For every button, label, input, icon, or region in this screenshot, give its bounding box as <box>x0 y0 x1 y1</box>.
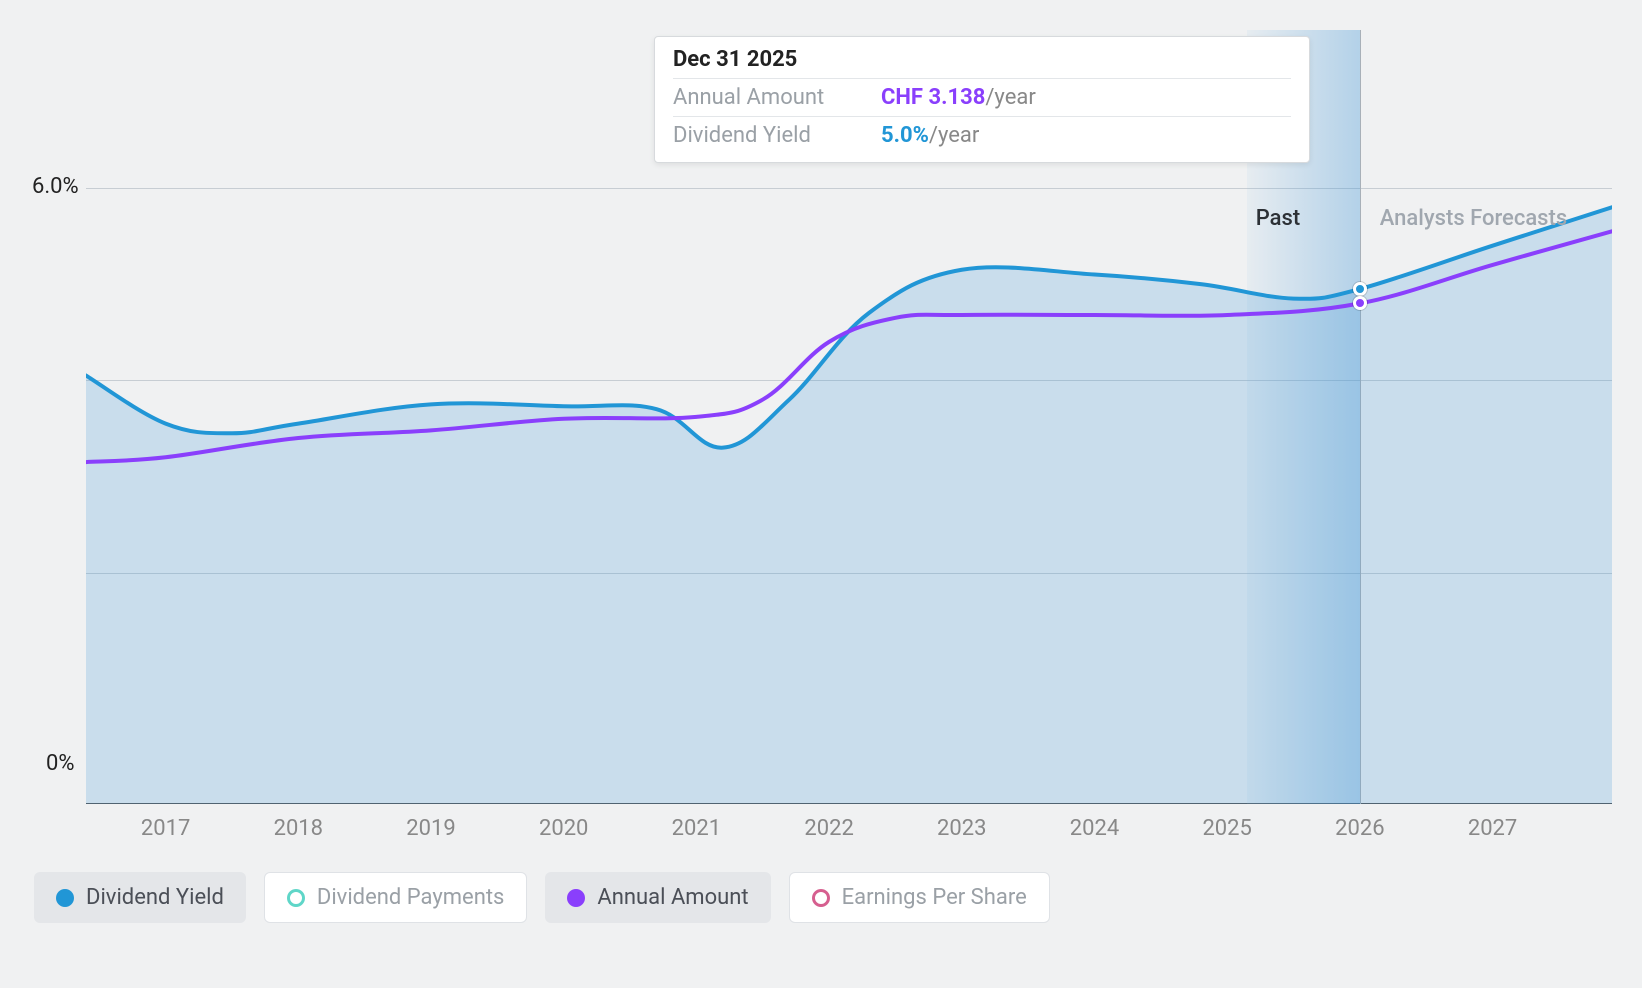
x-axis-label: 2021 <box>672 816 721 841</box>
tooltip-value: CHF 3.138/year <box>881 85 1036 110</box>
tooltip-value: 5.0%/year <box>881 123 979 148</box>
legend-label: Dividend Payments <box>317 885 505 910</box>
x-axis-label: 2019 <box>406 816 455 841</box>
legend-item-dividend-yield[interactable]: Dividend Yield <box>34 872 246 923</box>
x-axis-label: 2020 <box>539 816 588 841</box>
legend-label: Dividend Yield <box>86 885 224 910</box>
legend-item-annual-amount[interactable]: Annual Amount <box>545 872 770 923</box>
tooltip-row-dividend-yield: Dividend Yield 5.0%/year <box>673 117 1291 154</box>
x-axis-label: 2026 <box>1335 816 1384 841</box>
legend-item-earnings-per-share[interactable]: Earnings Per Share <box>789 872 1050 923</box>
y-axis-label-bottom: 0% <box>46 751 74 776</box>
region-label-past: Past <box>1256 206 1300 231</box>
x-axis-label: 2024 <box>1070 816 1119 841</box>
x-axis-label: 2022 <box>804 816 853 841</box>
circle-icon <box>567 889 585 907</box>
circle-icon <box>56 889 74 907</box>
ring-icon <box>812 889 830 907</box>
legend-item-dividend-payments[interactable]: Dividend Payments <box>264 872 528 923</box>
chart-legend: Dividend Yield Dividend Payments Annual Am… <box>34 872 1050 923</box>
legend-label: Annual Amount <box>597 885 748 910</box>
marker-dot <box>1353 282 1367 296</box>
ring-icon <box>287 889 305 907</box>
chart-tooltip: Dec 31 2025 Annual Amount CHF 3.138/year… <box>654 36 1310 163</box>
x-axis-label: 2025 <box>1202 816 1251 841</box>
y-axis-label-top: 6.0% <box>32 174 79 199</box>
marker-dot <box>1353 296 1367 310</box>
x-axis-label: 2027 <box>1468 816 1517 841</box>
x-axis-label: 2018 <box>274 816 323 841</box>
legend-label: Earnings Per Share <box>842 885 1027 910</box>
tooltip-row-annual-amount: Annual Amount CHF 3.138/year <box>673 79 1291 117</box>
tooltip-key: Dividend Yield <box>673 123 863 148</box>
tooltip-title: Dec 31 2025 <box>673 47 1291 79</box>
tooltip-key: Annual Amount <box>673 85 863 110</box>
x-axis-label: 2023 <box>937 816 986 841</box>
region-label-forecast: Analysts Forecasts <box>1380 206 1567 231</box>
x-axis-label: 2017 <box>141 816 190 841</box>
